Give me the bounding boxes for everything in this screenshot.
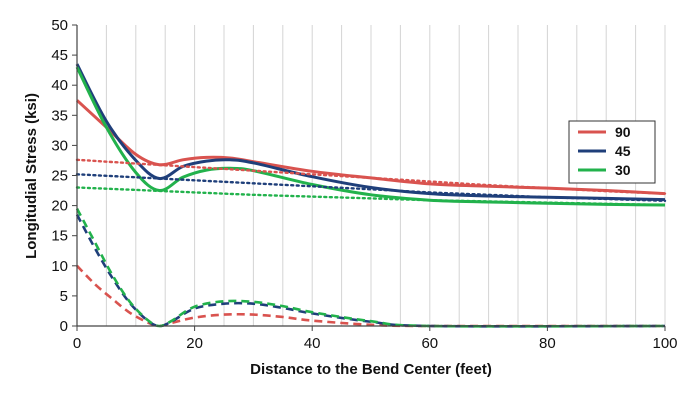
series-line-90-dotted (75, 158, 667, 195)
y-tick-label: 30 (51, 137, 68, 154)
x-tick-label: 60 (421, 335, 438, 352)
legend-label-90: 90 (615, 124, 631, 140)
y-tick-label: 50 (51, 17, 68, 34)
legend-label-30: 30 (615, 162, 631, 178)
y-axis-title: Longitudial Stress (ksi) (23, 93, 40, 259)
y-tick-label: 15 (51, 228, 68, 245)
series-layer (75, 63, 667, 328)
legend: 90 45 30 (568, 120, 656, 184)
x-tick-label: 80 (539, 335, 556, 352)
y-tick-label: 45 (51, 47, 68, 64)
tick-labels: 0 5 10 15 20 25 30 35 40 45 50 0 20 40 60 80 100 (51, 17, 677, 352)
series-line-30-dashed (75, 207, 666, 328)
x-axis-title: Distance to the Bend Center (feet) (250, 361, 492, 378)
y-tick-label: 5 (60, 288, 68, 305)
y-tick-label: 35 (51, 107, 68, 124)
series-line-30-dotted (75, 186, 667, 207)
series-line-45-dotted (75, 173, 667, 202)
x-tick-label: 100 (652, 335, 677, 352)
y-tick-label: 40 (51, 77, 68, 94)
y-tick-label: 10 (51, 258, 68, 275)
y-tick-label: 20 (51, 198, 68, 215)
legend-label-45: 45 (615, 143, 631, 159)
x-tick-label: 40 (304, 335, 321, 352)
x-tick-label: 20 (186, 335, 203, 352)
y-tick-label: 0 (60, 318, 68, 335)
axes (72, 24, 666, 331)
x-tick-label: 0 (73, 335, 81, 352)
y-tick-label: 25 (51, 168, 68, 185)
